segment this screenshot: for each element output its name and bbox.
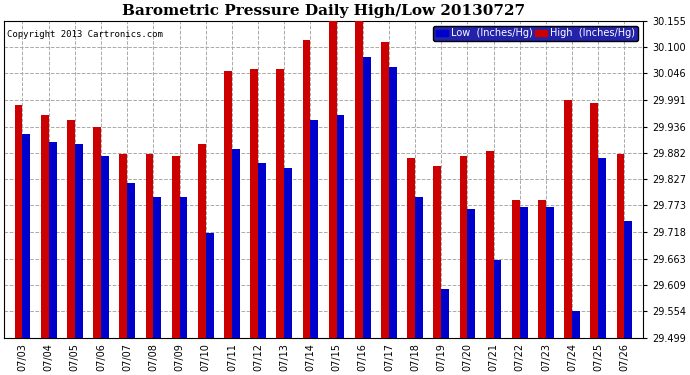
Bar: [624, 221, 632, 338]
Legend: Low  (Inches/Hg), High  (Inches/Hg): Low (Inches/Hg), High (Inches/Hg): [433, 26, 638, 41]
Bar: [598, 159, 606, 338]
Bar: [206, 233, 214, 338]
Bar: [179, 197, 188, 338]
Bar: [381, 42, 389, 338]
Bar: [119, 154, 127, 338]
Bar: [564, 100, 572, 338]
Title: Barometric Pressure Daily High/Low 20130727: Barometric Pressure Daily High/Low 20130…: [122, 4, 525, 18]
Bar: [23, 134, 30, 338]
Bar: [41, 115, 49, 338]
Bar: [198, 144, 206, 338]
Bar: [520, 207, 528, 338]
Bar: [284, 168, 292, 338]
Bar: [127, 183, 135, 338]
Bar: [572, 311, 580, 338]
Bar: [258, 164, 266, 338]
Bar: [67, 120, 75, 338]
Bar: [415, 197, 423, 338]
Bar: [232, 149, 239, 338]
Bar: [460, 156, 467, 338]
Bar: [101, 156, 109, 338]
Bar: [617, 154, 624, 338]
Bar: [250, 69, 258, 338]
Bar: [512, 200, 520, 338]
Bar: [153, 197, 161, 338]
Bar: [75, 144, 83, 338]
Bar: [442, 289, 449, 338]
Bar: [493, 260, 502, 338]
Bar: [93, 127, 101, 338]
Bar: [433, 166, 442, 338]
Bar: [407, 159, 415, 338]
Bar: [302, 40, 311, 338]
Bar: [224, 72, 232, 338]
Bar: [310, 120, 318, 338]
Bar: [14, 105, 23, 338]
Bar: [49, 142, 57, 338]
Bar: [389, 67, 397, 338]
Bar: [467, 209, 475, 338]
Bar: [328, 21, 337, 338]
Text: Copyright 2013 Cartronics.com: Copyright 2013 Cartronics.com: [8, 30, 164, 39]
Bar: [363, 57, 371, 338]
Bar: [538, 200, 546, 338]
Bar: [277, 69, 284, 338]
Bar: [355, 21, 363, 338]
Bar: [546, 207, 554, 338]
Bar: [172, 156, 179, 338]
Bar: [146, 154, 153, 338]
Bar: [591, 103, 598, 338]
Bar: [337, 115, 344, 338]
Bar: [486, 151, 493, 338]
